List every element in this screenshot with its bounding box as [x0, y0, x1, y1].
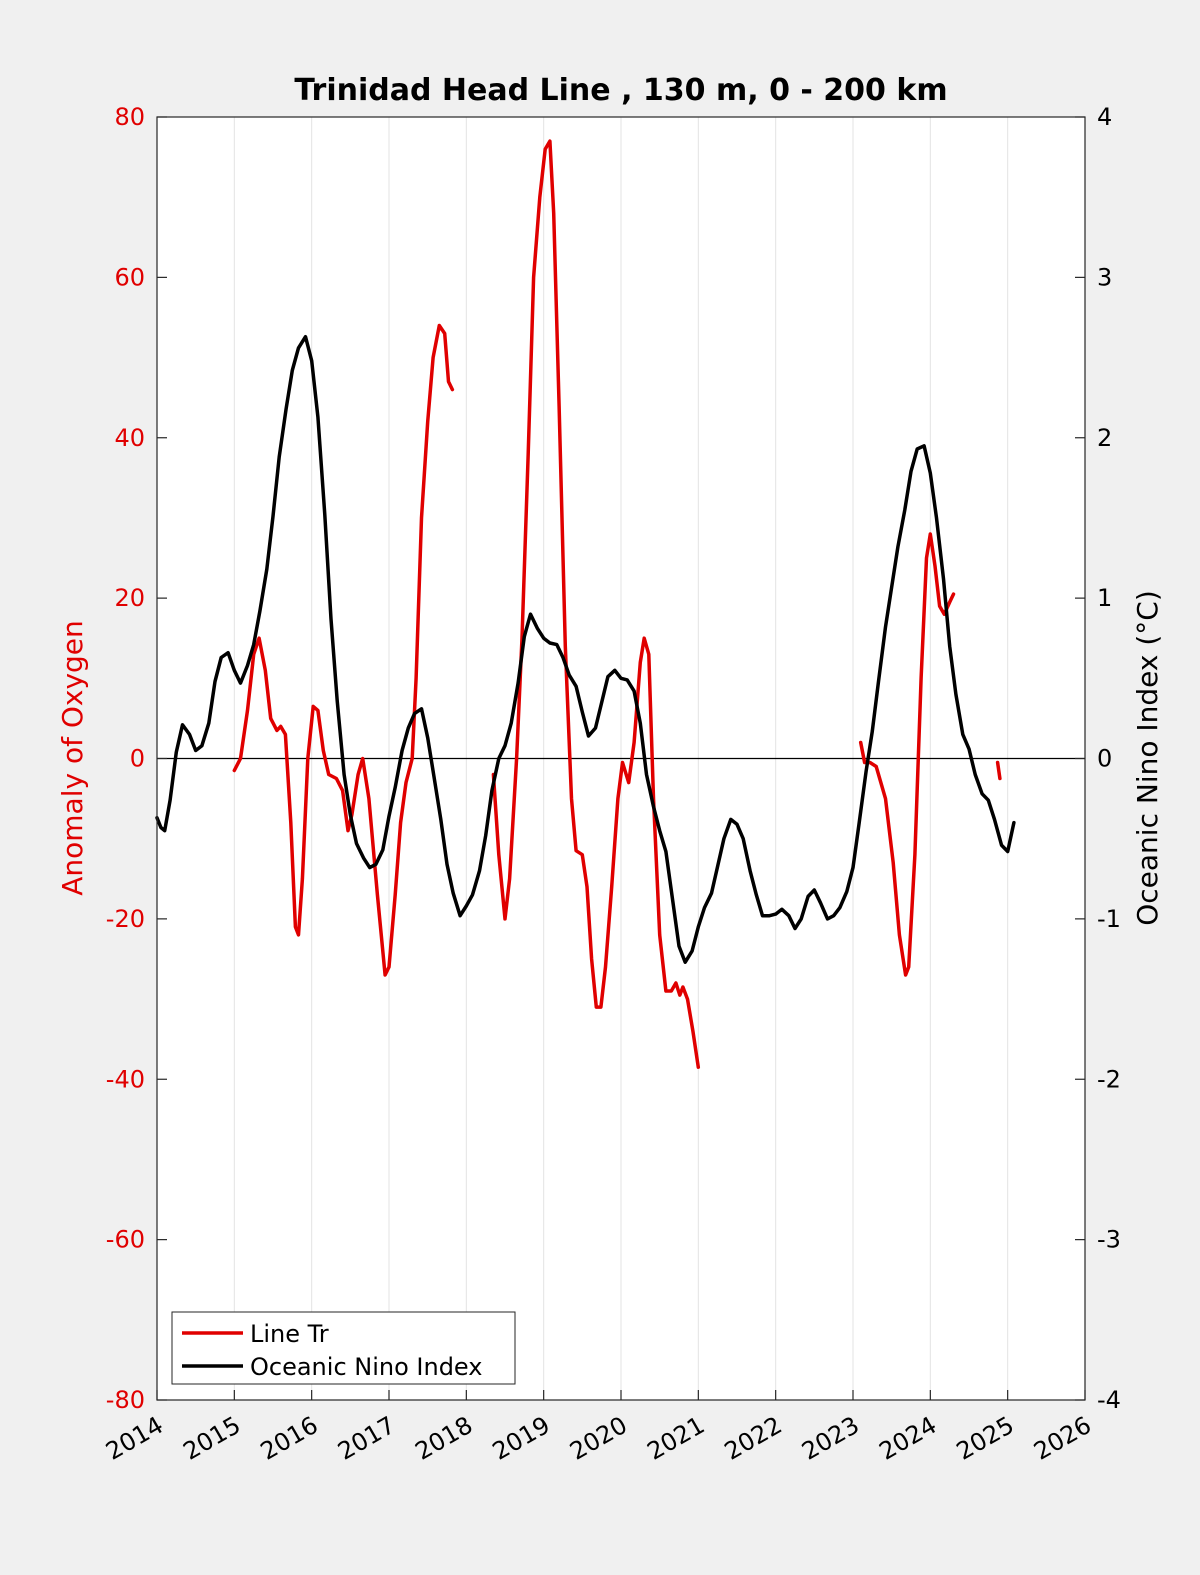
y-right-tick-label: 0: [1097, 745, 1112, 773]
series-line-tr-segment: [995, 760, 1002, 781]
y-tick-label: 60: [114, 263, 145, 291]
y-right-tick-label: -1: [1097, 905, 1121, 933]
y-axis-right-label: Oceanic Nino Index (°C): [1131, 590, 1164, 926]
series-line-tr-segment: [491, 139, 701, 1069]
series-line-tr-segment: [858, 532, 956, 977]
chart-title: Trinidad Head Line , 130 m, 0 - 200 km: [294, 73, 947, 108]
y-right-tick-label: -2: [1097, 1065, 1121, 1093]
y-tick-label: -80: [106, 1386, 145, 1414]
y-tick-label: -40: [106, 1065, 145, 1093]
series-group: [155, 139, 1016, 1069]
y-tick-label: 80: [114, 103, 145, 131]
y-right-tick-label: 4: [1097, 103, 1112, 131]
legend-label-oni: Oceanic Nino Index: [250, 1353, 482, 1381]
y-right-tick-label: 3: [1097, 263, 1112, 291]
legend-box: [171, 1311, 516, 1385]
y-right-tick-label: 1: [1097, 584, 1112, 612]
series-oni-line: [155, 334, 1016, 964]
y-tick-label: -60: [106, 1226, 145, 1254]
y-tick-label: 40: [114, 424, 145, 452]
y-right-tick-label: -3: [1097, 1226, 1121, 1254]
y-tick-label: -20: [106, 905, 145, 933]
legend: Line Tr Oceanic Nino Index: [171, 1311, 516, 1385]
y-axis-label: Anomaly of Oxygen: [56, 620, 89, 896]
y-tick-label: 20: [114, 584, 145, 612]
y-right-tick-label: -4: [1097, 1386, 1121, 1414]
series-line-tr-segment: [232, 323, 455, 977]
legend-label-line-tr: Line Tr: [250, 1320, 329, 1348]
y-tick-label: 0: [130, 745, 145, 773]
y-right-tick-label: 2: [1097, 424, 1112, 452]
